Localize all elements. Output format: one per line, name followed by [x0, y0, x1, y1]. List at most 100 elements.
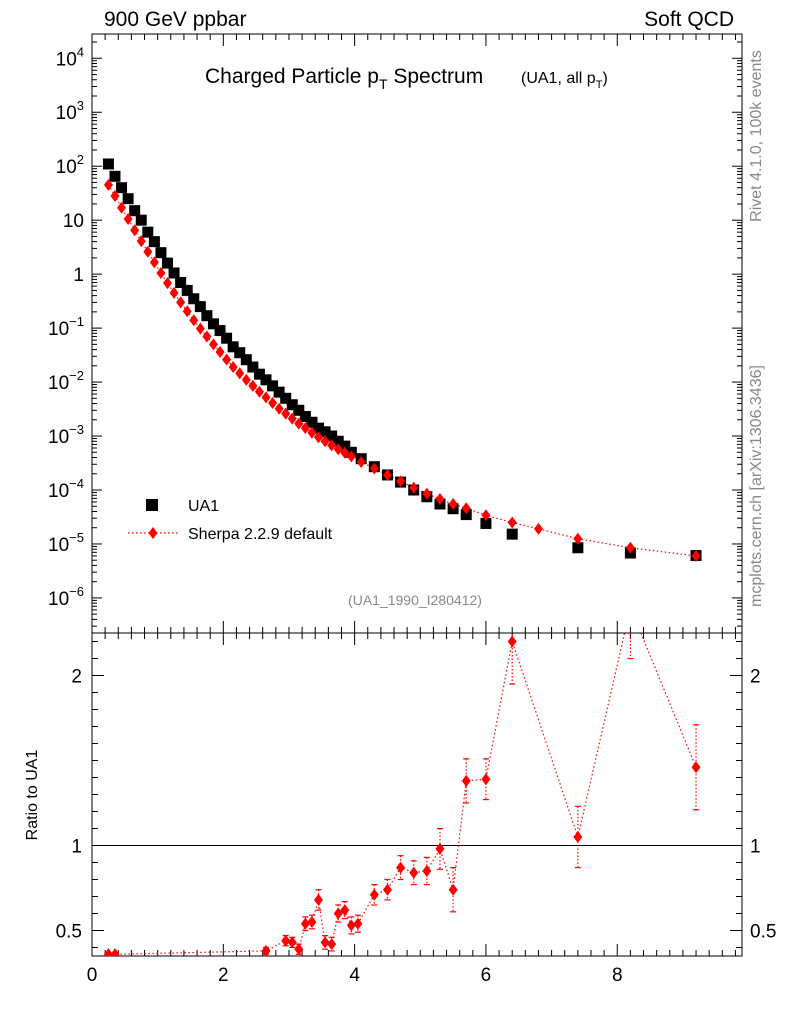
ratio-data-point [435, 842, 445, 855]
ratio-data-point [353, 917, 363, 930]
sherpa-data-point [182, 305, 192, 318]
x-tick-label: 4 [349, 965, 360, 986]
sherpa-data-point [176, 296, 186, 309]
sherpa-data-point [254, 385, 264, 398]
sherpa-data-point [149, 256, 159, 269]
chart-title: Charged Particle pT Spectrum [205, 65, 483, 92]
ua1-data-point [201, 310, 213, 322]
sherpa-data-point [169, 286, 179, 299]
ua1-data-point [247, 361, 259, 373]
sherpa-data-point [382, 468, 392, 481]
ratio-data-point [300, 917, 310, 930]
sherpa-data-point [461, 502, 471, 515]
y-tick-label: 103 [56, 98, 84, 124]
ratio-series-group [103, 602, 701, 956]
y-tick-label: 10−3 [48, 422, 84, 448]
sherpa-data-point [195, 322, 205, 335]
ratio-data-point [573, 831, 583, 843]
ua1-data-point [260, 374, 272, 386]
ratio-y-tick-label: 1 [71, 837, 82, 858]
header-right: Soft QCD [644, 8, 734, 31]
ua1-data-point [109, 170, 121, 182]
ratio-data-point [294, 943, 304, 956]
sherpa-data-point [189, 314, 199, 327]
main-plot-frame [91, 33, 743, 634]
sherpa-data-point [369, 462, 379, 475]
sherpa-data-point [573, 532, 583, 545]
ua1-data-point [234, 347, 246, 359]
ratio-data-point [340, 904, 350, 917]
sherpa-data-point [241, 373, 251, 386]
sherpa-data-point [507, 516, 517, 529]
sherpa-data-point [340, 446, 350, 459]
ratio-data-point [481, 773, 491, 786]
analysis-id: (UA1_1990_I280412) [348, 592, 482, 608]
x-tick-label: 2 [218, 965, 229, 986]
sherpa-data-point [287, 412, 297, 425]
ratio-data-point [287, 936, 297, 949]
ua1-data-point [129, 205, 141, 217]
ua1-data-point [194, 301, 206, 313]
ua1-data-point [319, 426, 331, 438]
y-tick-label: 10−2 [48, 368, 84, 394]
ua1-data-point [221, 332, 233, 344]
sherpa-data-point [163, 277, 173, 290]
ratio-y-tick-label-right: 0.5 [750, 922, 776, 943]
ua1-data-point [155, 247, 167, 259]
sherpa-data-point [208, 338, 218, 351]
sherpa-data-point [409, 481, 419, 494]
ua1-data-point [122, 193, 134, 205]
ua1-data-point [102, 158, 114, 170]
ratio-data-point [448, 883, 458, 896]
ua1-data-point [286, 399, 298, 411]
y-tick-label: 10−4 [48, 476, 84, 502]
ratio-line [108, 633, 697, 955]
ratio-y-tick-label-right: 2 [750, 667, 761, 688]
generator-info: Rivet 4.1.0, 100k events [748, 50, 765, 222]
ua1-data-point [480, 517, 492, 529]
x-tick-label: 0 [87, 965, 98, 986]
sherpa-data-point [422, 487, 432, 500]
ratio-data-point [422, 865, 432, 877]
ratio-data-point [396, 861, 406, 874]
ua1-data-point [572, 542, 584, 554]
source-info: mcplots.cern.ch [arXiv:1306.3436] [748, 365, 765, 607]
ua1-data-point [280, 392, 292, 404]
ua1-data-point [175, 276, 187, 288]
ratio-data-point [307, 916, 317, 928]
sherpa-data-point [625, 541, 635, 554]
ua1-data-point [116, 182, 128, 194]
ua1-data-point [253, 368, 265, 380]
ua1-data-point [267, 380, 279, 392]
sherpa-data-point [117, 201, 127, 214]
ratio-data-point [327, 938, 337, 951]
sherpa-data-point [691, 549, 701, 562]
ua1-data-point [142, 226, 154, 238]
ua1-data-point [227, 341, 239, 353]
ratio-y-tick-label-right: 1 [750, 837, 761, 858]
legend-ua1-marker [146, 499, 158, 511]
y-tick-label: 10 [63, 211, 84, 232]
ratio-data-point [409, 866, 419, 879]
sherpa-data-point [103, 178, 113, 191]
ua1-data-point [188, 293, 200, 305]
ua1-data-point [299, 411, 311, 423]
ua1-data-point [506, 528, 518, 540]
sherpa-data-point [448, 498, 458, 511]
legend-ua1-label: UA1 [188, 498, 219, 515]
ua1-data-point [460, 509, 472, 521]
sherpa-data-point [294, 417, 304, 430]
sherpa-data-point [356, 456, 366, 469]
ua1-data-point [332, 435, 344, 447]
ratio-data-point [626, 602, 635, 614]
ua1-data-point [148, 236, 160, 248]
ratio-data-point [382, 883, 392, 896]
ua1-data-point [293, 404, 305, 416]
sherpa-data-point [533, 522, 543, 535]
ua1-data-point [313, 422, 325, 434]
ua1-data-point [273, 386, 285, 398]
sherpa-data-point [202, 330, 212, 343]
sherpa-data-point [156, 266, 166, 279]
ratio-plot-frame [91, 632, 743, 957]
